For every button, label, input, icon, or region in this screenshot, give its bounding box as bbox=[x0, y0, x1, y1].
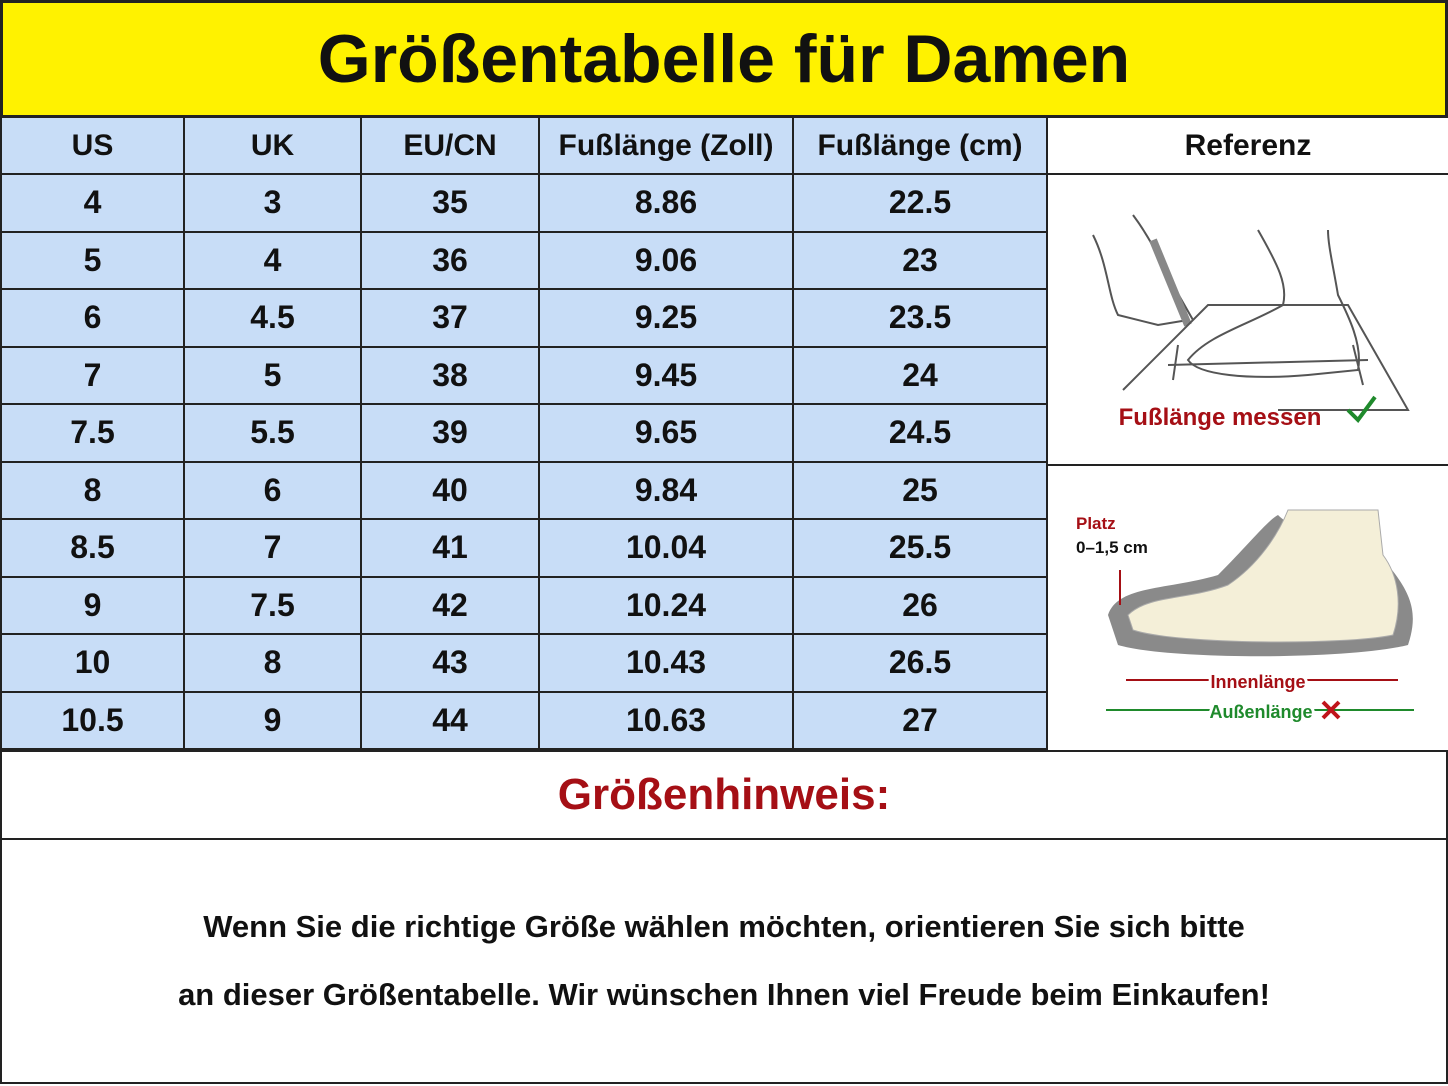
shoe-sketch bbox=[1108, 509, 1413, 657]
table-cell: 9.25 bbox=[540, 290, 794, 348]
table-cell: 25 bbox=[794, 462, 1048, 520]
table-cell: 26.5 bbox=[794, 635, 1048, 693]
table-cell: 41 bbox=[362, 520, 540, 578]
table-cell: 27 bbox=[794, 692, 1048, 750]
table-cell: 8.5 bbox=[0, 520, 185, 578]
check-icon bbox=[1346, 395, 1377, 424]
table-cell: 24 bbox=[794, 347, 1048, 405]
table-cell: 5.5 bbox=[185, 405, 362, 463]
table-cell: 7 bbox=[0, 347, 185, 405]
table-cell: 44 bbox=[362, 692, 540, 750]
column-header: UK bbox=[185, 118, 362, 175]
table-cell: 38 bbox=[362, 347, 540, 405]
table-cell: 23.5 bbox=[794, 290, 1048, 348]
table-cell: 8 bbox=[185, 635, 362, 693]
table-cell: 10.5 bbox=[0, 692, 185, 750]
table-cell: 26 bbox=[794, 577, 1048, 635]
table-cell: 6 bbox=[185, 462, 362, 520]
measure-label: Fußlänge messen bbox=[1119, 404, 1322, 431]
table-cell: 42 bbox=[362, 577, 540, 635]
table-cell: 37 bbox=[362, 290, 540, 348]
table-cell: 4.5 bbox=[185, 290, 362, 348]
column-header: EU/CN bbox=[362, 118, 540, 175]
column-header: Fußlänge (Zoll) bbox=[540, 118, 794, 175]
table-cell: 10.04 bbox=[540, 520, 794, 578]
reference-illustrations: Fußlänge messen Platz 0–1,5 cm Innenläng… bbox=[1048, 214, 1448, 725]
table-cell: 6 bbox=[0, 290, 185, 348]
table-cell: 4 bbox=[0, 175, 185, 233]
table-cell: 25.5 bbox=[794, 520, 1048, 578]
table-cell: 24.5 bbox=[794, 405, 1048, 463]
note: Wenn Sie die richtige Größe wählen möcht… bbox=[0, 840, 1448, 1084]
table-cell: 10.43 bbox=[540, 635, 794, 693]
table-cell: 7.5 bbox=[185, 577, 362, 635]
table-cell: 9.84 bbox=[540, 462, 794, 520]
table-cell: 10.24 bbox=[540, 577, 794, 635]
table-cell: 7.5 bbox=[0, 405, 185, 463]
table-cell: 8 bbox=[0, 462, 185, 520]
reference-title: Referenz bbox=[1048, 118, 1448, 175]
table-cell: 9 bbox=[185, 692, 362, 750]
table-cell: 5 bbox=[0, 232, 185, 290]
table-cell: 43 bbox=[362, 635, 540, 693]
note-line: Wenn Sie die richtige Größe wählen möcht… bbox=[203, 909, 1245, 944]
column-header: US bbox=[0, 118, 185, 175]
outer-length: Außenlänge bbox=[1209, 702, 1312, 722]
column-header: Fußlänge (cm) bbox=[794, 118, 1048, 175]
table-cell: 4 bbox=[185, 232, 362, 290]
table-cell: 39 bbox=[362, 405, 540, 463]
table-cell: 40 bbox=[362, 462, 540, 520]
note-title: Größenhinweis: bbox=[0, 750, 1448, 840]
table-cell: 5 bbox=[185, 347, 362, 405]
space-range: 0–1,5 cm bbox=[1076, 538, 1148, 557]
title: Größentabelle für Damen bbox=[0, 0, 1448, 118]
table-cell: 35 bbox=[362, 175, 540, 233]
note-line: an dieser Größentabelle. Wir wünschen Ih… bbox=[178, 977, 1270, 1012]
space-label: Platz bbox=[1076, 514, 1116, 533]
table-cell: 10.63 bbox=[540, 692, 794, 750]
table-cell: 9 bbox=[0, 577, 185, 635]
table-cell: 9.06 bbox=[540, 232, 794, 290]
table-cell: 9.45 bbox=[540, 347, 794, 405]
table-cell: 36 bbox=[362, 232, 540, 290]
table-cell: 8.86 bbox=[540, 175, 794, 233]
table-cell: 9.65 bbox=[540, 405, 794, 463]
measure-sketch bbox=[1092, 214, 1410, 411]
table-cell: 3 bbox=[185, 175, 362, 233]
inner-length: Innenlänge bbox=[1210, 672, 1305, 692]
table-cell: 10 bbox=[0, 635, 185, 693]
cross-icon bbox=[1321, 700, 1341, 720]
table-cell: 23 bbox=[794, 232, 1048, 290]
table-cell: 22.5 bbox=[794, 175, 1048, 233]
table-cell: 7 bbox=[185, 520, 362, 578]
